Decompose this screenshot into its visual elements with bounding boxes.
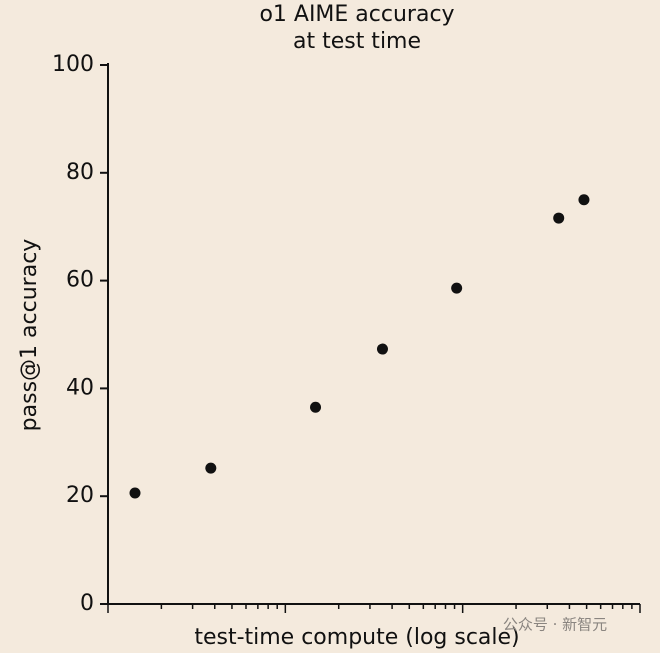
y-tick-label: 60 bbox=[66, 268, 94, 293]
point bbox=[553, 212, 565, 224]
chart-title: o1 AIME accuracy bbox=[259, 2, 454, 27]
chart-subtitle: at test time bbox=[293, 29, 421, 54]
watermark: 公众号 · 新智元 bbox=[503, 616, 607, 634]
y-tick-label: 40 bbox=[66, 375, 94, 400]
x-axis-label: test-time compute (log scale) bbox=[194, 625, 519, 650]
point bbox=[129, 487, 141, 499]
point bbox=[376, 343, 388, 355]
point bbox=[578, 194, 590, 206]
y-tick-label: 100 bbox=[52, 52, 94, 77]
y-axis-label: pass@1 accuracy bbox=[17, 239, 42, 432]
point bbox=[205, 462, 217, 474]
point bbox=[310, 401, 322, 413]
y-tick-label: 80 bbox=[66, 160, 94, 185]
point bbox=[451, 282, 463, 294]
y-tick-label: 0 bbox=[80, 591, 94, 616]
y-tick-label: 20 bbox=[66, 483, 94, 508]
